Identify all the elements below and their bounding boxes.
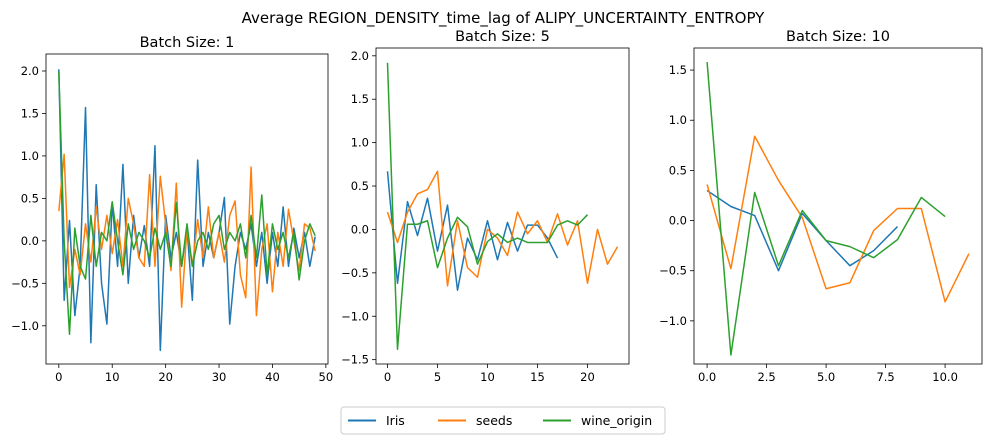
- y-tick-label: 0.0: [21, 234, 39, 248]
- series-line-seeds: [386, 170, 619, 287]
- figure-title: Average REGION_DENSITY_time_lag of ALIPY…: [242, 9, 766, 28]
- y-tick-label: −1.0: [341, 309, 369, 323]
- x-tick-label: 2.5: [757, 370, 775, 384]
- x-tick-label: 0: [384, 370, 391, 384]
- x-tick-label: 10.0: [932, 370, 958, 384]
- x-tick-label: 0: [55, 370, 62, 384]
- panel-title: Batch Size: 5: [455, 29, 550, 45]
- y-tick-label: −1.0: [11, 319, 39, 333]
- y-tick-label: 0.5: [669, 163, 687, 177]
- legend-label-wine-origin: wine_origin: [581, 413, 652, 428]
- x-tick-label: 20: [158, 370, 173, 384]
- chart-panel-2: Batch Size: 5 0 5 10 15 20 −1.5 −1.0 −0.5 0.0 0.5 1…: [341, 29, 630, 384]
- panel-title: Batch Size: 10: [786, 29, 890, 45]
- y-tick-label: 1.0: [21, 149, 39, 163]
- axes-frame: [375, 47, 630, 365]
- chart-panels: Batch Size: 10 10 20 30 40 50−1.0−0.50.00.51.…: [11, 29, 983, 384]
- panel-title: Batch Size: 1: [140, 35, 235, 51]
- y-tick-label: 0.0: [669, 214, 687, 228]
- x-tick-label: 10: [480, 370, 495, 384]
- series-line-seeds: [58, 153, 316, 317]
- y-tick-label: 0.5: [351, 179, 369, 193]
- y-tick-label: 1.5: [21, 106, 39, 120]
- y-tick-label: −1.0: [659, 314, 687, 328]
- x-tick-label: 20: [580, 370, 595, 384]
- x-tick-label: 10: [105, 370, 120, 384]
- legend-frame: [340, 406, 666, 435]
- y-tick-label: −0.5: [659, 264, 687, 278]
- series-line-wine-origin: [706, 61, 946, 356]
- axes-frame: [45, 53, 329, 365]
- series-line-iris: [386, 171, 559, 291]
- legend-label-seeds: seeds: [476, 413, 512, 428]
- x-tick-label: 7.5: [876, 370, 894, 384]
- series-line-iris: [706, 189, 899, 272]
- axes-frame: [693, 47, 983, 365]
- series-line-wine-origin: [58, 71, 316, 336]
- y-tick-label: −0.5: [11, 276, 39, 290]
- y-tick-label: 1.5: [351, 92, 369, 106]
- series-line-seeds: [706, 135, 970, 303]
- x-tick-label: 5: [434, 370, 441, 384]
- y-tick-label: 0.5: [21, 191, 39, 205]
- x-tick-label: 40: [265, 370, 280, 384]
- series-line-wine-origin: [386, 62, 589, 350]
- y-tick-label: 1.0: [669, 113, 687, 127]
- y-tick-label: 2.0: [21, 64, 39, 78]
- y-tick-label: −0.5: [341, 266, 369, 280]
- y-tick-label: 1.5: [669, 63, 687, 77]
- y-tick-label: 2.0: [351, 49, 369, 63]
- y-tick-label: −1.5: [341, 353, 369, 367]
- legend: Iris seeds wine_origin: [340, 406, 666, 435]
- chart-panel-3: Batch Size: 10 0.0 2.5 5.0 7.5 10.0 −1.0 −0.5 0.…: [659, 29, 983, 384]
- x-tick-label: 0.0: [698, 370, 716, 384]
- chart-panel-1: Batch Size: 1 0 10 20 30 40 50 −1.0 −0.5 0.0 0.5 1.…: [11, 35, 333, 384]
- x-tick-label: 5.0: [817, 370, 835, 384]
- x-tick-label: 15: [530, 370, 545, 384]
- x-tick-label: 30: [212, 370, 227, 384]
- y-tick-label: 1.0: [351, 136, 369, 150]
- y-tick-label: 0.0: [351, 222, 369, 236]
- x-tick-label: 50: [319, 370, 334, 384]
- legend-label-iris: Iris: [386, 413, 405, 428]
